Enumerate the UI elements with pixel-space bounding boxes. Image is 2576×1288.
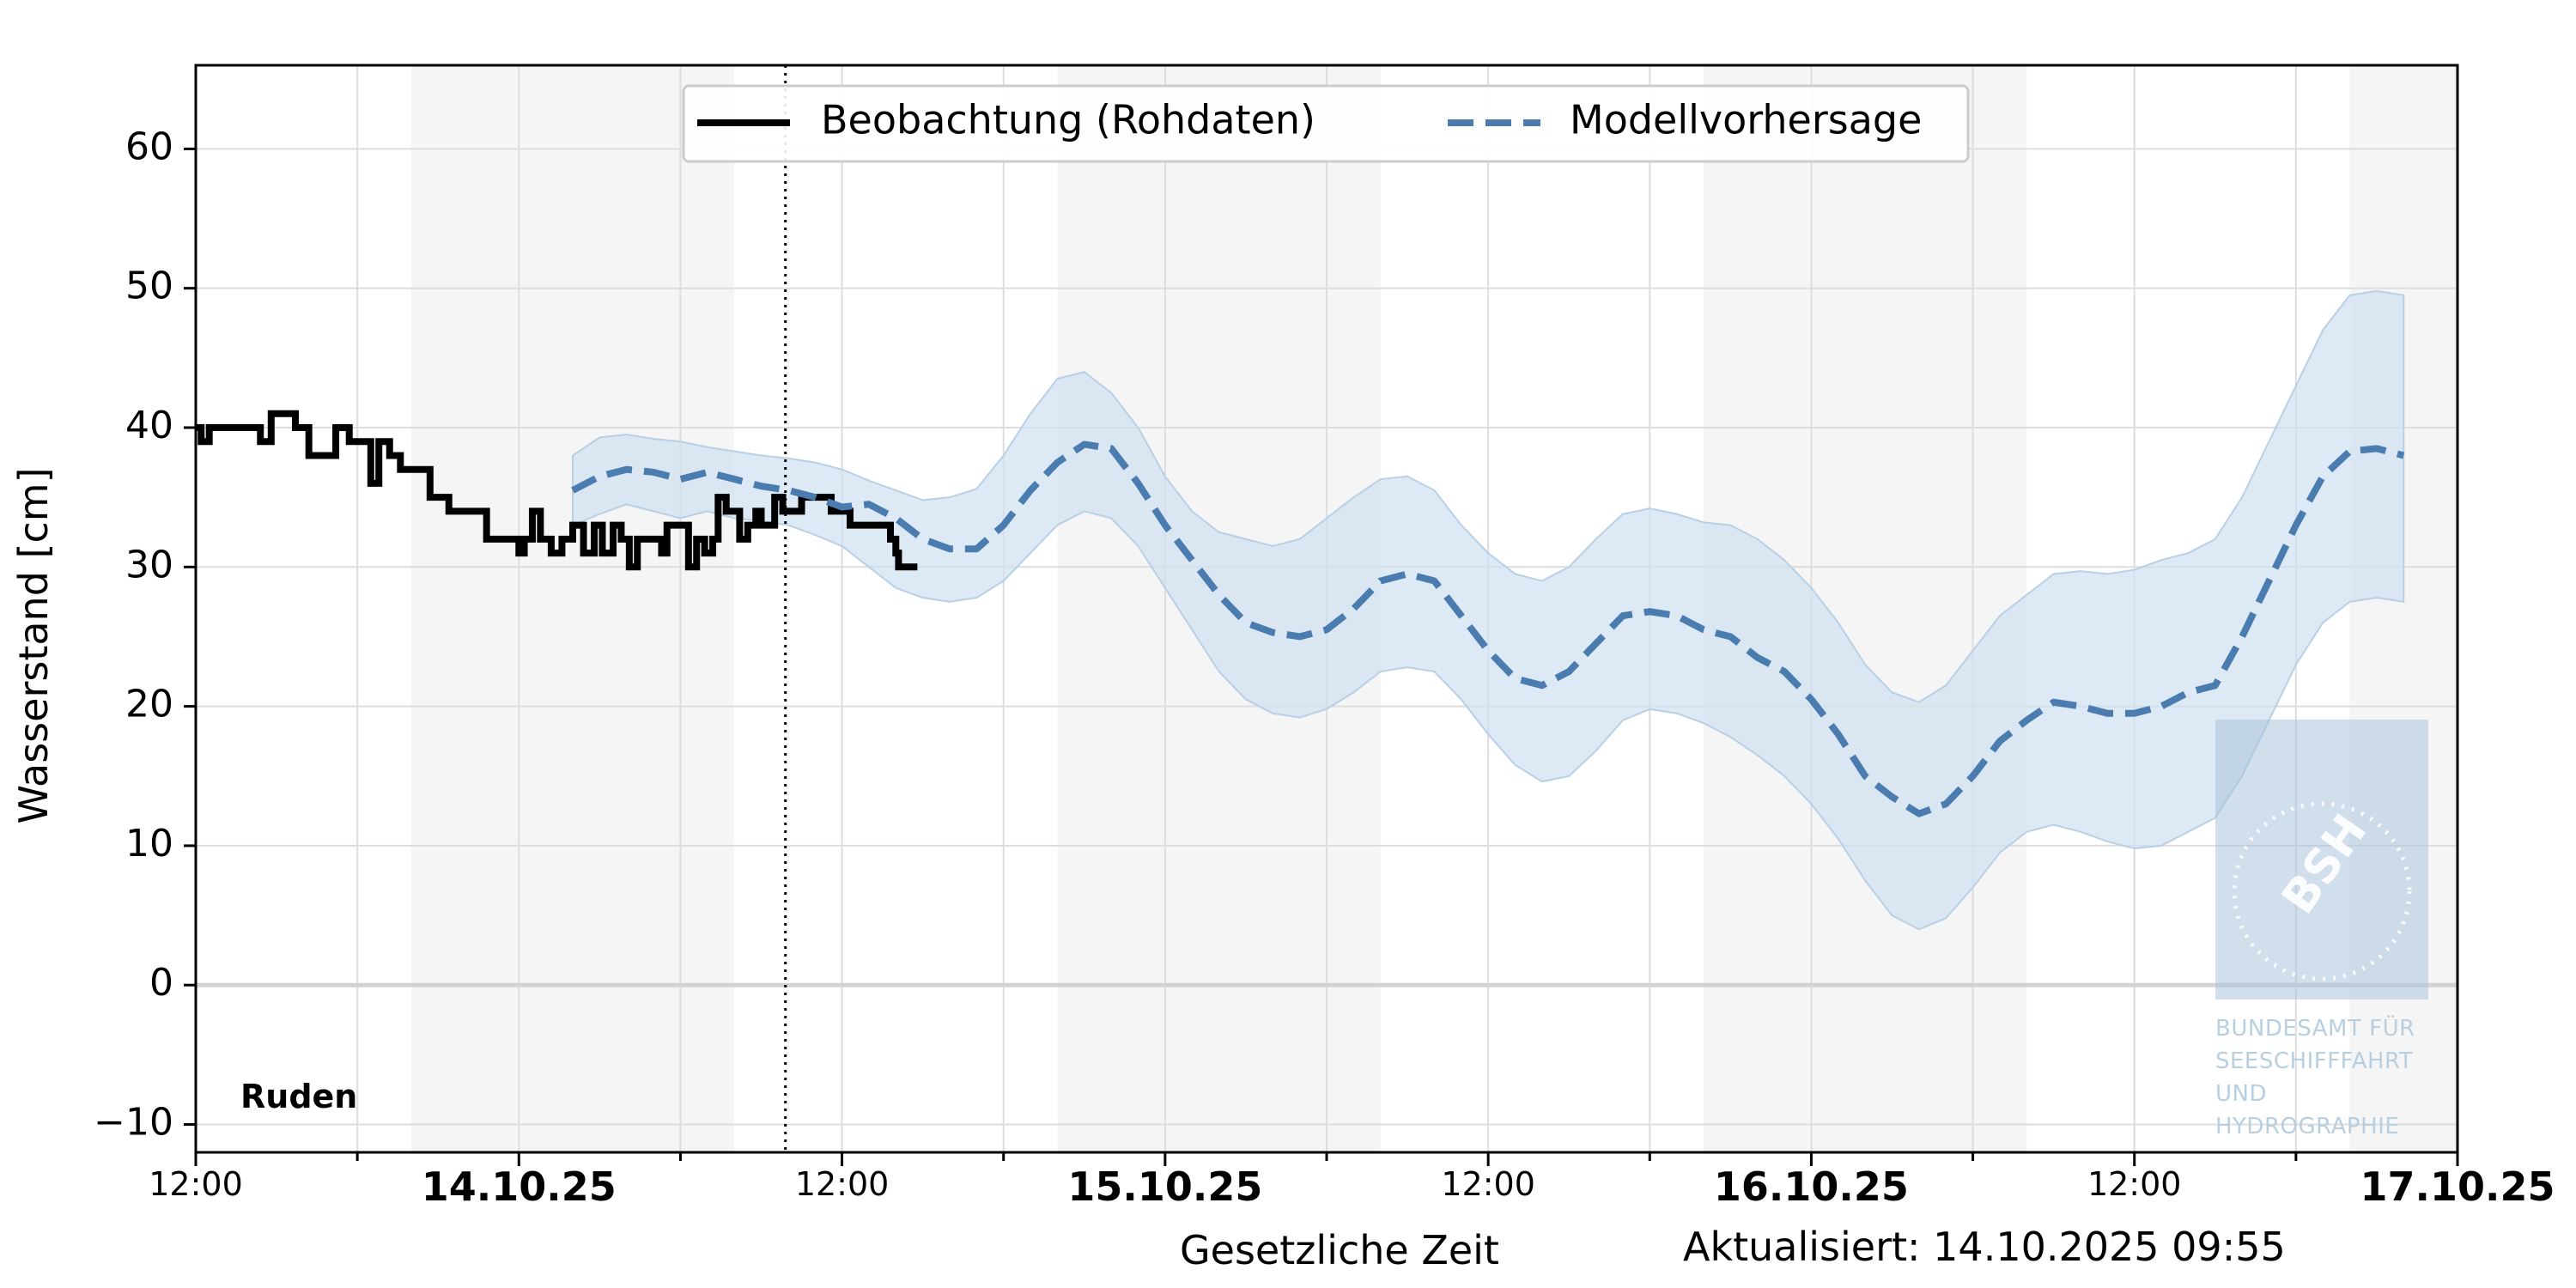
x-tick-label-time: 12:00 [149, 1165, 243, 1203]
legend-label-observation: Beobachtung (Rohdaten) [821, 97, 1315, 143]
x-tick-label-time: 12:00 [1441, 1165, 1535, 1203]
y-tick-label: 40 [125, 404, 173, 447]
y-axis-label: Wasserstand [cm] [10, 467, 57, 823]
y-tick-label: 10 [125, 822, 173, 866]
x-tick-label-time: 12:00 [795, 1165, 890, 1203]
legend-box [682, 84, 1970, 163]
observation-line [196, 410, 918, 571]
bsh-logo-icon [2215, 720, 2428, 999]
night-band [410, 65, 735, 1152]
y-tick-label: 0 [149, 961, 173, 1005]
x-tick-label-date: 14.10.25 [422, 1163, 617, 1210]
forecast-line [571, 440, 2405, 817]
bsh-logo-caption: BUNDESAMT FÜR [2215, 1014, 2415, 1042]
y-tick-label: 50 [125, 264, 173, 308]
y-tick-label: 60 [125, 125, 173, 168]
x-tick-label-date: 17.10.25 [2360, 1163, 2555, 1210]
forecast-uncertainty-band [572, 289, 2405, 931]
station-name: Ruden [240, 1078, 357, 1115]
x-tick-label-date: 16.10.25 [1714, 1163, 1909, 1210]
x-axis-label: Gesetzliche Zeit [1180, 1227, 1499, 1273]
y-tick-label: 30 [125, 543, 173, 586]
bsh-logo-caption: SEESCHIFFFAHRT [2215, 1048, 2413, 1074]
bsh-logo-ring [2232, 801, 2412, 981]
bsh-logo-caption: HYDROGRAPHIE [2215, 1114, 2399, 1139]
updated-timestamp: Aktualisiert: 14.10.2025 09:55 [1683, 1224, 2286, 1270]
x-tick-label-date: 15.10.25 [1067, 1163, 1262, 1210]
y-tick-label: −10 [94, 1101, 173, 1145]
y-tick-label: 20 [125, 683, 173, 726]
legend-label-forecast: Modellvorhersage [1570, 97, 1922, 143]
x-tick-label-time: 12:00 [2087, 1165, 2182, 1203]
bsh-logo-caption: UND [2215, 1081, 2267, 1107]
